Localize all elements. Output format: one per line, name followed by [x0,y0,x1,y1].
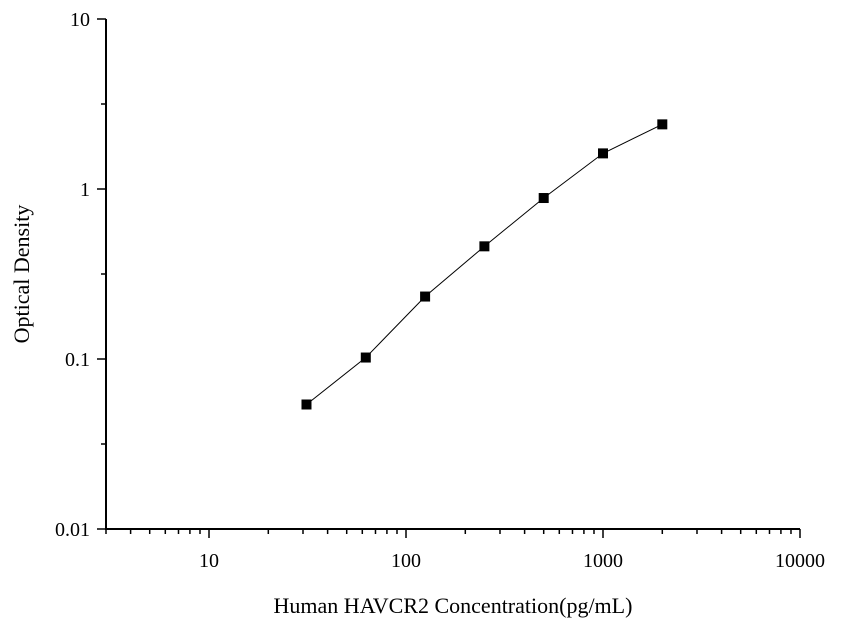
data-point-marker [657,119,668,130]
data-point-marker [301,399,312,410]
x-axis-tick-labels: 10 100 1000 10000 [199,550,825,572]
y-tick-label: 0.1 [65,349,90,371]
x-axis-ticks [105,529,801,538]
series-layer [301,119,668,410]
y-axis-tick-labels: 0.01 0.1 1 10 [55,9,90,541]
data-point-marker [538,193,549,204]
x-axis-title: Human HAVCR2 Concentration(pg/mL) [274,593,633,618]
x-tick-label: 100 [391,550,421,572]
y-axis-ticks [97,18,106,530]
y-tick-label: 10 [70,9,90,31]
plot-frame [105,19,800,530]
data-point-marker [360,352,371,363]
data-point-marker [420,291,431,302]
y-tick-label: 1 [80,179,90,201]
x-tick-label: 1000 [583,550,623,572]
x-tick-label: 10000 [775,550,825,572]
y-tick-label: 0.01 [55,519,90,541]
series-line [306,123,663,405]
y-axis-title: Optical Density [9,205,34,344]
x-tick-label: 10 [199,550,219,572]
data-point-marker [479,241,490,252]
data-point-marker [598,148,609,159]
